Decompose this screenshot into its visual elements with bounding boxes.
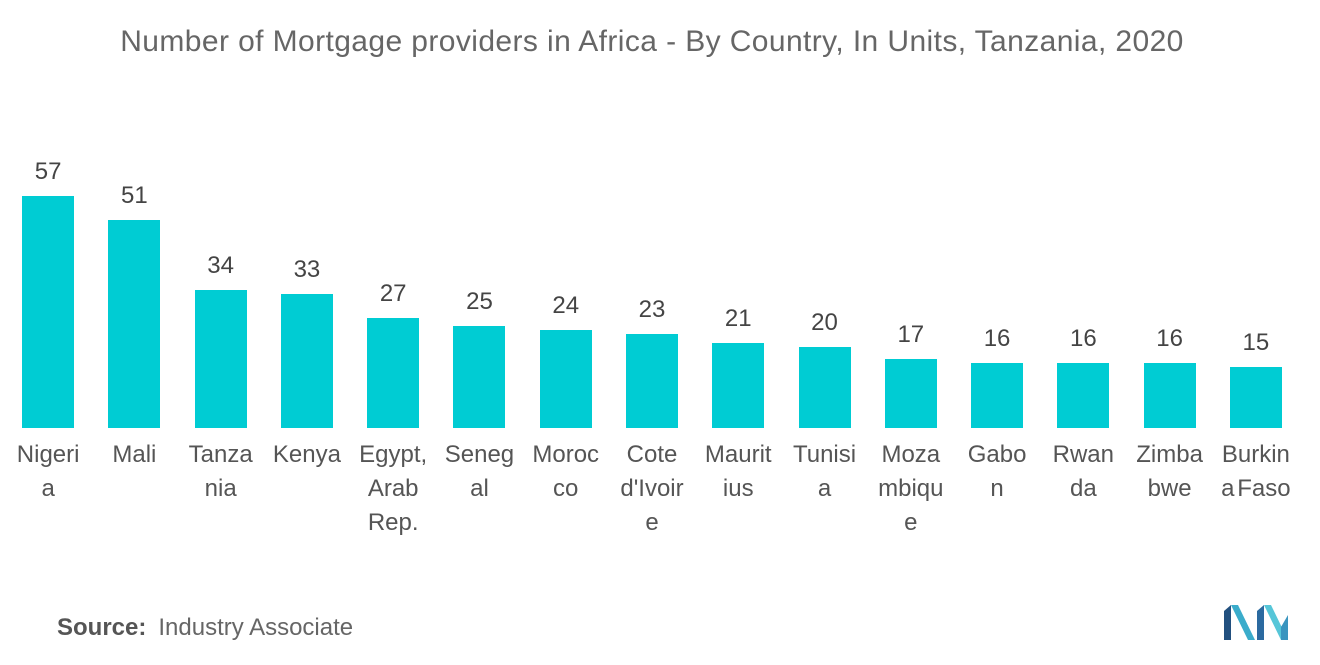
category-label-senegal: Senegal [444, 441, 515, 502]
value-label-zimbabwe: 16 [1156, 324, 1183, 352]
value-label-mauritius: 21 [724, 304, 752, 332]
category-label-kenya: Kenya [272, 441, 341, 468]
category-label-zimbabwe: Zimbabwe [1136, 441, 1203, 502]
value-label-tunisia: 20 [811, 308, 838, 336]
value-label-mozambique: 17 [897, 320, 925, 348]
value-label-gabon: 16 [983, 324, 1011, 352]
bar-mali [108, 220, 161, 428]
bar-morocco [539, 330, 592, 428]
category-label-egypt-arab-rep: Egypt, Arab Rep. [359, 441, 428, 536]
chart-title: Number of Mortgage providers in Africa -… [120, 25, 1184, 58]
bar-rwanda [1057, 362, 1110, 428]
value-label-burkina-faso: 15 [1242, 328, 1270, 356]
category-label-rwanda: Rwanda [1052, 441, 1114, 502]
bar-cote-d-ivoire [626, 334, 678, 428]
value-label-nigeria: 57 [34, 158, 62, 185]
category-label-morocco: Morocco [532, 441, 600, 502]
category-label-cote-d-ivoire: Cote d'Ivoire [620, 441, 684, 536]
category-label-tunisia: Tunisia [792, 441, 857, 502]
bar-chart: 57 Nigeria 51 Mali 34 Tanzania 33 Kenya 27 Egypt,… [16, 158, 1291, 536]
bar-egypt-arab-rep [367, 318, 420, 428]
bar-mozambique [884, 358, 937, 428]
brand-logo-icon [1224, 605, 1288, 640]
bar-burkina-faso [1229, 366, 1282, 428]
category-label-gabon: Gabon [967, 441, 1027, 502]
value-label-morocco: 24 [552, 292, 580, 320]
category-label-nigeria: Nigeria [16, 441, 80, 502]
bar-tanzania [194, 289, 247, 428]
bar-gabon [971, 362, 1024, 428]
bar-mauritius [712, 342, 765, 428]
bar-zimbabwe [1143, 362, 1196, 428]
category-label-mali: Mali [112, 441, 157, 468]
value-label-cote-d-ivoire: 23 [638, 296, 666, 324]
bar-senegal [453, 326, 506, 428]
value-label-egypt-arab-rep: 27 [379, 280, 407, 308]
bar-tunisia [798, 346, 851, 428]
source-value: Industry Associate [158, 614, 354, 641]
source-note: Source: Industry Associate [57, 612, 353, 644]
category-label-tanzania: Tanzania [188, 441, 253, 502]
source-label: Source: [57, 614, 147, 641]
bar-nigeria [22, 196, 75, 428]
value-label-tanzania: 34 [207, 251, 234, 279]
category-label-mozambique: Mozambique [878, 441, 944, 536]
category-label-mauritius: Mauritius [704, 441, 772, 502]
value-label-rwanda: 16 [1069, 324, 1097, 352]
value-label-senegal: 25 [466, 288, 493, 316]
value-label-mali: 51 [121, 182, 148, 210]
bar-kenya [280, 293, 333, 428]
category-label-burkina-faso: Burkina Faso [1221, 441, 1291, 502]
value-label-kenya: 33 [293, 255, 321, 283]
